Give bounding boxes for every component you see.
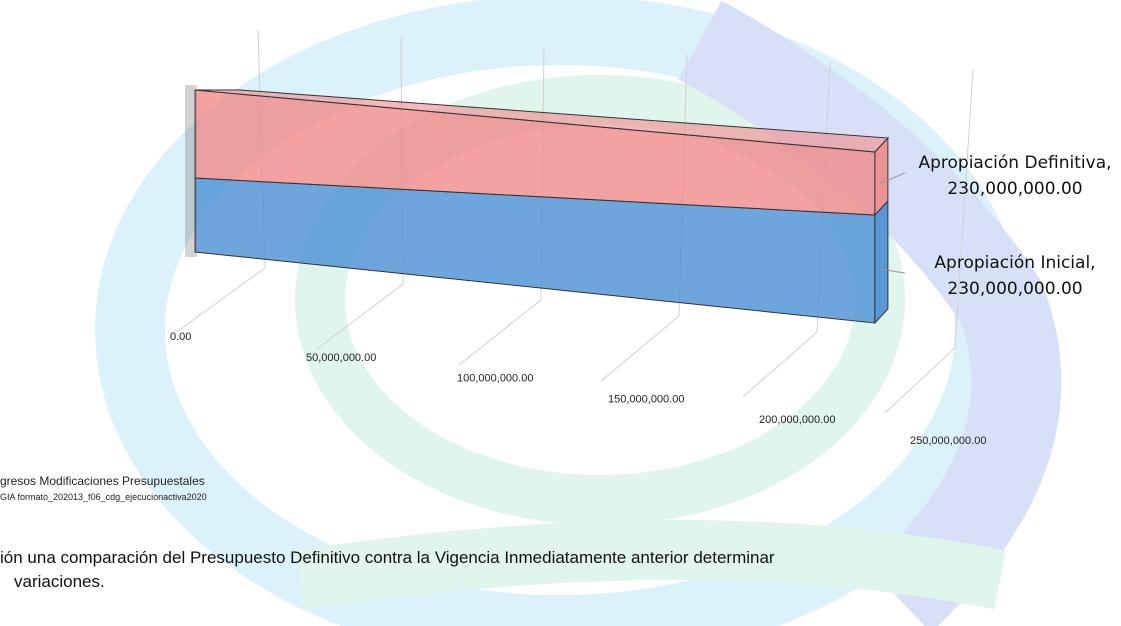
x-tick-label: 50,000,000.00 — [306, 352, 376, 364]
leader-line — [879, 172, 906, 184]
data-label-name: Apropiación Definitiva, — [918, 153, 1111, 173]
x-tick-label: 150,000,000.00 — [608, 393, 684, 405]
body-text: ión una comparación del Presupuesto Defi… — [0, 548, 775, 567]
data-label-value: 230,000,000.00 — [947, 279, 1082, 299]
bar-top — [194, 89, 889, 153]
data-label-name: Apropiación Inicial, — [934, 253, 1095, 273]
grid-line — [174, 267, 266, 334]
body-text: variaciones. — [14, 572, 105, 591]
footnote-file: GIA formato_202013_f06_cdg_ejecucionacti… — [0, 492, 207, 502]
leader-line — [879, 268, 906, 274]
x-tick-label: 200,000,000.00 — [759, 414, 835, 426]
grid-line — [742, 331, 818, 398]
bar-shadow — [185, 85, 197, 257]
x-tick-label: 100,000,000.00 — [457, 373, 533, 385]
x-tick-label: 250,000,000.00 — [910, 435, 986, 447]
data-label-value: 230,000,000.00 — [947, 179, 1082, 199]
x-tick-label: 0.00 — [170, 331, 191, 343]
grid-line — [884, 347, 956, 414]
background-watermark — [95, 0, 1062, 626]
grid-line — [458, 299, 542, 366]
grid-line — [316, 283, 404, 350]
grid-line — [954, 69, 974, 349]
grid-line — [600, 315, 680, 382]
footnote-source: gresos Modificaciones Presupuestales — [0, 474, 205, 488]
bar-side — [874, 199, 889, 325]
